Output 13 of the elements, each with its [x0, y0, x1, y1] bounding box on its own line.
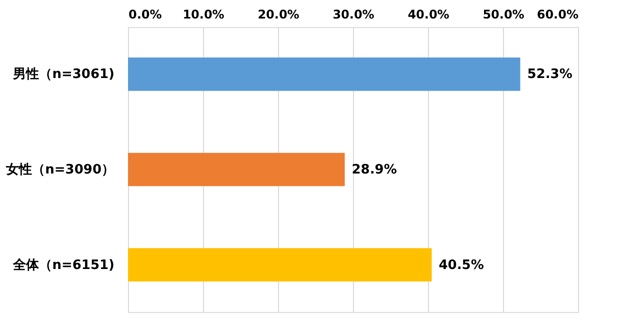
x-tick-label: 0.0%	[128, 8, 162, 22]
x-tick-label: 10.0%	[182, 8, 224, 22]
y-tick-label: 全体（n=6151)	[12, 258, 114, 273]
x-tick-label: 30.0%	[332, 8, 374, 22]
x-tick-label: 40.0%	[408, 8, 450, 22]
data-label: 28.9%	[352, 162, 397, 178]
x-tick-label: 20.0%	[258, 8, 300, 22]
y-tick-label: 男性（n=3061)	[12, 67, 114, 82]
data-label: 52.3%	[527, 67, 572, 82]
y-tick-label: 女性（n=3090）	[5, 162, 114, 178]
data-label: 40.5%	[438, 258, 484, 273]
x-tick-label: 50.0%	[482, 8, 524, 22]
x-tick-label: 60.0%	[536, 8, 578, 22]
